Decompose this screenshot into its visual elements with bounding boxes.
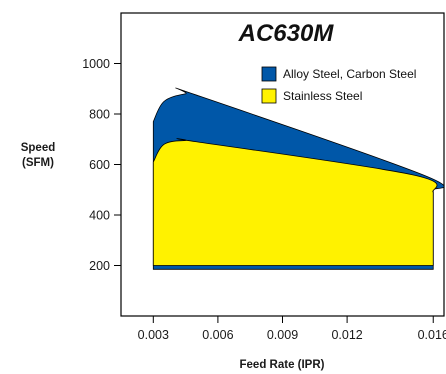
y-tick-label-800: 800 [89, 108, 110, 122]
x-tick-label-0.006: 0.006 [202, 328, 233, 342]
y-axis-title-line2: (SFM) [22, 157, 54, 169]
y-tick-label-600: 600 [89, 158, 110, 172]
legend-label-stainless-steel: Stainless Steel [283, 89, 362, 103]
x-tick-label-0.009: 0.009 [267, 328, 298, 342]
legend-swatch-stainless-steel [261, 88, 277, 104]
x-tick-label-0.012: 0.012 [331, 328, 362, 342]
y-tick-label-400: 400 [89, 209, 110, 223]
area-stainless-steel [152, 138, 438, 266]
series-layer [152, 87, 445, 270]
x-tick-label-0.016: 0.016 [418, 328, 446, 342]
axis-layer: 200 400 600 800 1000 0.003 0.006 0.009 0.012 0.01… [82, 57, 446, 342]
y-tick-label-1000: 1000 [82, 57, 110, 71]
y-tick-label-200: 200 [89, 259, 110, 273]
chart-title: AC630M [238, 20, 335, 47]
x-axis-title: Feed Rate (IPR) [240, 359, 325, 371]
legend-label-alloy-steel: Alloy Steel, Carbon Steel [283, 67, 416, 81]
legend-swatch-alloy-steel [261, 66, 277, 82]
legend: Alloy Steel, Carbon Steel Stainless Stee… [261, 66, 416, 104]
x-tick-label-0.003: 0.003 [138, 328, 169, 342]
y-axis-title-line1: Speed [21, 142, 56, 154]
